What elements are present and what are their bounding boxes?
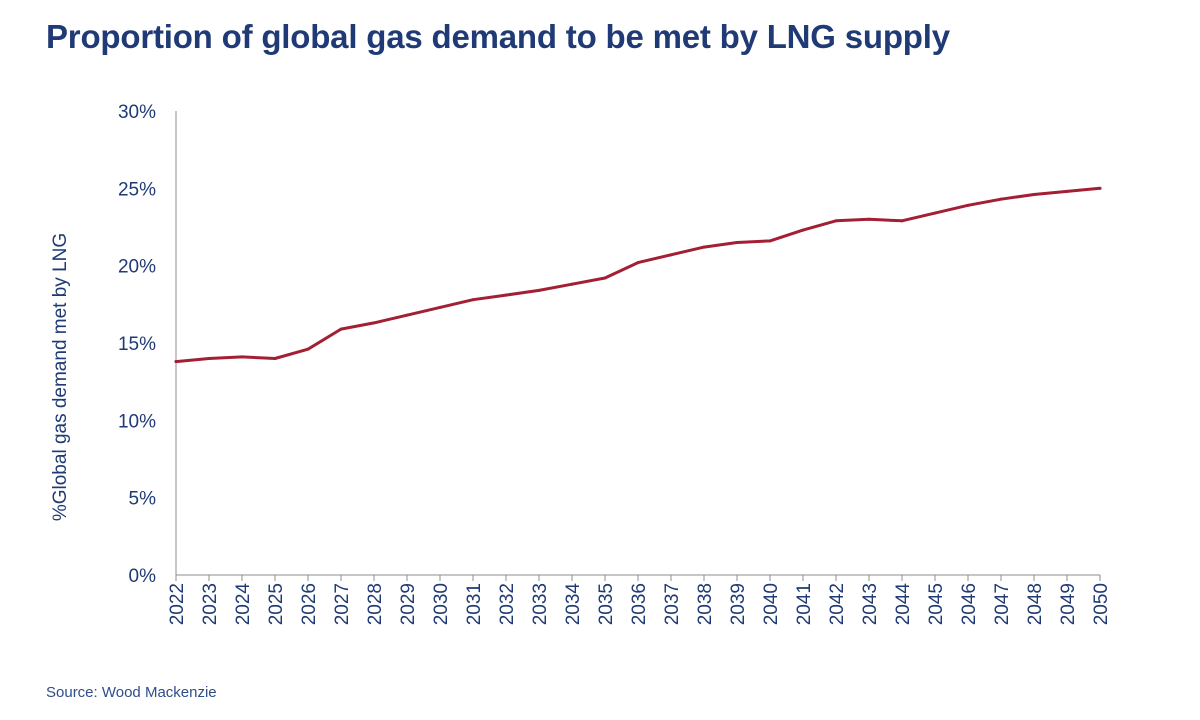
series-line xyxy=(174,186,1102,364)
y-tick-label: 30% xyxy=(118,102,156,123)
x-tick-label: 2033 xyxy=(530,583,551,625)
x-axis: 2022 2023 2024 2025 2026 2027 2028 2029 2030 2031… xyxy=(167,574,1112,626)
data-point xyxy=(207,356,211,360)
x-tick-label: 2049 xyxy=(1058,583,1079,625)
y-tick-label: 20% xyxy=(118,257,156,278)
y-axis: 0% 5% 10% 15% 20% 25% 30% xyxy=(118,102,177,587)
data-point xyxy=(273,356,277,360)
data-point xyxy=(1032,193,1036,197)
data-point xyxy=(306,347,310,351)
x-tick-label: 2030 xyxy=(431,583,452,625)
x-tick-label: 2029 xyxy=(398,583,419,625)
data-point xyxy=(702,245,706,249)
x-tick-label: 2042 xyxy=(827,583,848,625)
data-point xyxy=(900,219,904,223)
data-point xyxy=(1098,186,1102,190)
y-tick-label: 15% xyxy=(118,334,156,355)
data-point xyxy=(339,327,343,331)
data-point xyxy=(240,355,244,359)
y-tick-label: 5% xyxy=(129,489,157,510)
x-tick-label: 2040 xyxy=(761,583,782,625)
x-tick-label: 2038 xyxy=(695,583,716,625)
data-point xyxy=(603,276,607,280)
data-point xyxy=(405,313,409,317)
data-point xyxy=(735,240,739,244)
data-point xyxy=(438,305,442,309)
data-point xyxy=(636,261,640,265)
x-tick-label: 2031 xyxy=(464,583,485,625)
data-point xyxy=(471,298,475,302)
x-tick-label: 2027 xyxy=(332,583,353,625)
x-tick-label: 2023 xyxy=(200,583,221,625)
chart-title: Proportion of global gas demand to be me… xyxy=(46,18,950,55)
x-tick-label: 2024 xyxy=(233,583,254,626)
x-tick-label: 2028 xyxy=(365,583,386,625)
x-tick-label: 2036 xyxy=(629,583,650,625)
series-layer xyxy=(174,186,1102,364)
x-tick-label: 2025 xyxy=(266,583,287,625)
x-tick-label: 2048 xyxy=(1025,583,1046,625)
data-point xyxy=(867,217,871,221)
x-tick-label: 2050 xyxy=(1091,583,1112,625)
y-tick-label: 10% xyxy=(118,411,156,432)
x-tick-label: 2044 xyxy=(893,583,914,626)
x-tick-label: 2043 xyxy=(860,583,881,625)
data-point xyxy=(999,197,1003,201)
x-tick-label: 2039 xyxy=(728,583,749,625)
x-tick-label: 2022 xyxy=(167,583,188,625)
data-point xyxy=(669,253,673,257)
data-point xyxy=(834,219,838,223)
data-point xyxy=(966,203,970,207)
data-point xyxy=(801,228,805,232)
x-tick-label: 2041 xyxy=(794,583,815,625)
x-tick-label: 2034 xyxy=(563,583,584,626)
data-point xyxy=(933,211,937,215)
x-tick-label: 2035 xyxy=(596,583,617,625)
data-point xyxy=(1065,189,1069,193)
x-tick-label: 2046 xyxy=(959,583,980,625)
y-axis-label: %Global gas demand met by LNG xyxy=(50,233,71,521)
x-tick-label: 2047 xyxy=(992,583,1013,625)
x-tick-label: 2026 xyxy=(299,583,320,625)
data-point xyxy=(174,360,178,364)
y-tick-label: 25% xyxy=(118,179,156,200)
data-point xyxy=(570,282,574,286)
x-tick-label: 2032 xyxy=(497,583,518,625)
data-point xyxy=(504,293,508,297)
data-point xyxy=(372,321,376,325)
source-note: Source: Wood Mackenzie xyxy=(46,684,217,701)
x-tick-label: 2037 xyxy=(662,583,683,625)
x-tick-label: 2045 xyxy=(926,583,947,625)
data-point xyxy=(768,239,772,243)
y-tick-label: 0% xyxy=(129,566,157,587)
data-point xyxy=(537,288,541,292)
